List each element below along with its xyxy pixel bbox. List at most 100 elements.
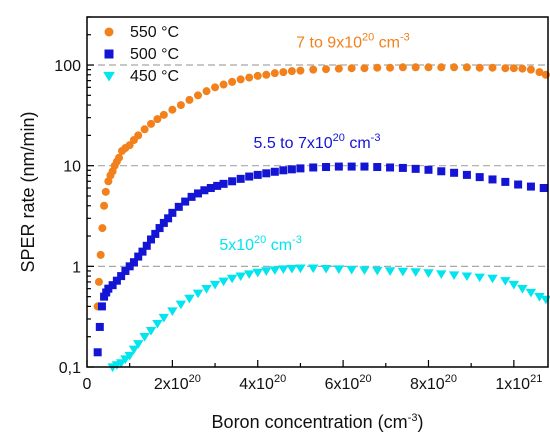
data-point-series-2 <box>100 292 109 301</box>
data-point-series-2 <box>386 163 395 172</box>
plot-frame <box>86 16 549 368</box>
data-point-series-3 <box>152 319 163 329</box>
y-tick-label: 100 <box>54 58 81 75</box>
annotation: 5x1020 cm-3 <box>219 234 302 254</box>
data-point-series-3 <box>128 345 140 355</box>
data-point-series-1 <box>535 68 544 77</box>
data-point-series-1 <box>450 63 459 72</box>
data-point-series-1 <box>115 153 124 162</box>
data-point-series-3 <box>244 270 255 279</box>
data-point-series-1 <box>526 65 535 74</box>
data-point-series-1 <box>140 125 149 134</box>
data-point-series-2 <box>347 162 356 171</box>
data-point-series-1 <box>176 101 185 110</box>
data-point-series-3 <box>158 313 170 323</box>
data-point-series-1 <box>279 68 288 77</box>
data-point-series-3 <box>333 265 345 274</box>
data-point-series-1 <box>509 64 518 73</box>
data-point-series-3 <box>192 289 204 299</box>
data-point-series-3 <box>423 269 434 278</box>
data-point-series-1 <box>437 63 446 72</box>
data-point-series-2 <box>159 218 168 227</box>
data-point-series-2 <box>475 173 484 182</box>
annotation: 5.5 to 7x1020 cm-3 <box>253 132 380 152</box>
data-point-series-3 <box>346 265 357 275</box>
data-point-series-1 <box>287 67 296 76</box>
data-point-series-2 <box>147 235 156 244</box>
data-point-series-1 <box>94 277 103 286</box>
data-point-series-2 <box>411 164 420 173</box>
y-axis-label: SPER rate (nm/min) <box>18 111 38 272</box>
data-point-series-1 <box>153 115 162 124</box>
data-point-series-2 <box>219 179 228 188</box>
data-point-series-2 <box>322 163 331 172</box>
data-point-series-3 <box>525 288 537 298</box>
data-point-series-2 <box>488 175 497 184</box>
data-point-series-1 <box>475 63 484 72</box>
data-point-series-1 <box>211 83 220 92</box>
data-point-series-3 <box>175 300 187 310</box>
data-point-series-2 <box>112 276 121 285</box>
data-point-series-1 <box>309 65 318 74</box>
data-point-series-1 <box>270 69 279 78</box>
data-point-series-3 <box>308 264 319 274</box>
data-point-series-2 <box>253 170 262 179</box>
data-point-series-1 <box>185 95 194 104</box>
data-point-series-1 <box>253 71 262 80</box>
data-point-series-3 <box>115 359 127 368</box>
data-point-series-3 <box>474 273 485 283</box>
data-point-series-2 <box>206 184 215 193</box>
data-point-series-1 <box>398 63 407 72</box>
data-point-series-1 <box>98 224 107 233</box>
data-point-series-3 <box>145 326 157 336</box>
data-point-series-1 <box>202 87 211 96</box>
data-point-series-2 <box>539 184 548 193</box>
data-point-series-2 <box>168 208 177 217</box>
data-point-series-2 <box>142 241 151 250</box>
data-point-series-3 <box>286 264 298 274</box>
data-point-series-1 <box>245 73 254 82</box>
x-tick-label: 0 <box>83 376 92 393</box>
data-point-series-3 <box>184 294 195 304</box>
legend-label: 450 °C <box>130 68 179 85</box>
data-point-series-1 <box>168 105 177 114</box>
data-point-series-2 <box>236 174 245 183</box>
axis-ticks: 0,1 1 10 100 0 2x1020 4x1020 6x1020 8x1020 1x1021 <box>54 16 542 393</box>
data-point-series-1 <box>159 110 168 119</box>
data-point-series-2 <box>151 229 160 238</box>
data-point-series-2 <box>164 214 173 223</box>
data-point-series-1 <box>373 63 382 72</box>
data-point-series-3 <box>436 270 447 279</box>
data-point-series-2 <box>97 302 106 311</box>
data-point-series-3 <box>278 265 289 274</box>
data-point-series-1 <box>101 187 110 196</box>
data-point-series-2 <box>334 162 343 171</box>
data-point-series-1 <box>147 119 156 128</box>
data-point-series-1 <box>501 64 510 73</box>
data-point-series-3 <box>517 285 528 294</box>
data-point-series-2 <box>155 224 164 233</box>
data-point-series-2 <box>462 170 471 179</box>
data-point-series-2 <box>262 169 271 178</box>
data-point-series-2 <box>104 284 113 293</box>
data-point-series-1 <box>360 64 369 73</box>
data-point-series-2 <box>245 172 254 181</box>
data-point-series-3 <box>167 307 178 316</box>
data-point-series-3 <box>500 277 511 286</box>
data-point-series-2 <box>121 266 130 275</box>
data-point-series-2 <box>501 177 510 186</box>
data-point-series-2 <box>134 252 143 261</box>
data-point-series-3 <box>534 293 545 302</box>
data-point-series-2 <box>117 272 126 281</box>
data-point-series-2 <box>398 163 407 172</box>
x-axis-label: Boron concentration (cm-3) <box>212 412 424 432</box>
legend: 550 °C 500 °C 450 °C <box>103 24 179 85</box>
data-point-series-3 <box>461 272 473 282</box>
data-point-series-1 <box>462 63 471 72</box>
data-point-series-1 <box>334 64 343 73</box>
data-point-series-1 <box>236 75 245 84</box>
legend-marker <box>104 27 114 37</box>
data-point-series-2 <box>138 247 147 256</box>
data-point-series-2 <box>93 348 102 357</box>
